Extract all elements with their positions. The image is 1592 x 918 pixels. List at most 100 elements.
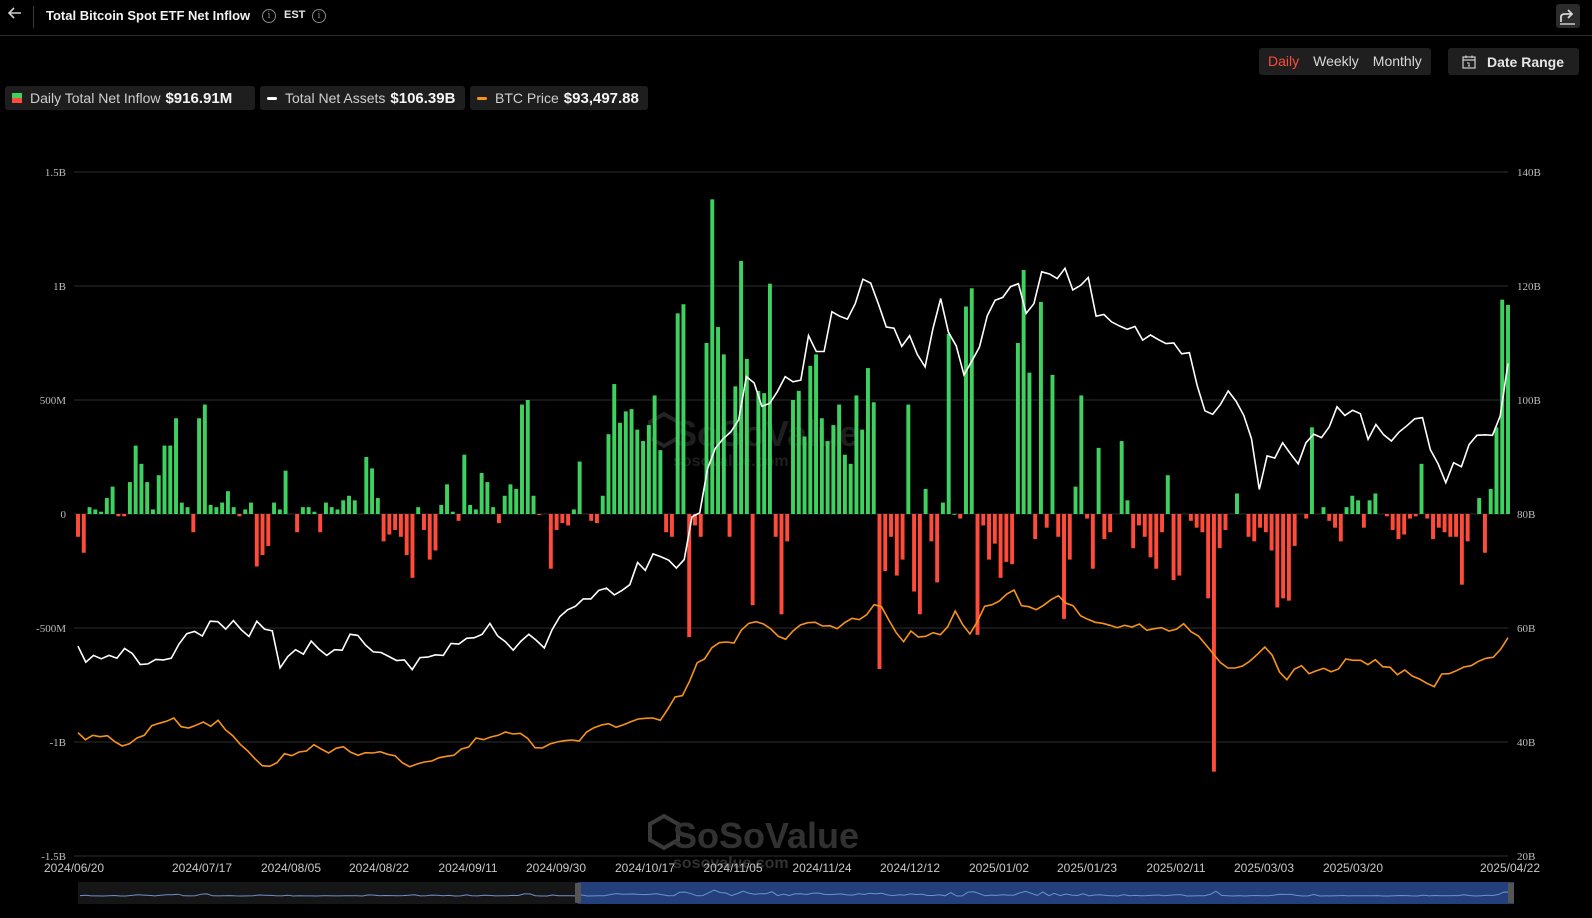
x-tick-label: 2025/04/22 — [1480, 861, 1540, 875]
inflow-bar — [566, 514, 571, 526]
navigator-left-handle — [575, 883, 581, 903]
inflow-bar — [1015, 343, 1020, 514]
btc-price-swatch — [477, 96, 487, 100]
inflow-bar — [623, 411, 628, 514]
inflow-bar — [871, 402, 876, 514]
inflow-bar — [750, 514, 755, 606]
inflow-bar — [502, 495, 507, 514]
inflow-bar — [554, 514, 559, 530]
inflow-bar — [1108, 514, 1113, 533]
inflow-bar — [1292, 514, 1297, 546]
inflow-bar — [433, 514, 438, 551]
arrow-left-icon[interactable] — [4, 4, 26, 26]
legend-net-assets[interactable]: Total Net Assets $106.39B — [260, 86, 465, 110]
inflow-bar — [514, 488, 519, 514]
inflow-bar — [1286, 514, 1291, 601]
y-tick-right: 20B — [1517, 851, 1535, 863]
inflow-bar — [548, 514, 553, 569]
x-tick-label: 2025/01/02 — [969, 861, 1029, 875]
inflow-bar — [151, 509, 155, 514]
inflow-bar — [1154, 514, 1159, 569]
inflow-bar — [1125, 500, 1130, 514]
inflow-bar — [525, 400, 530, 514]
inflow-bar — [698, 514, 703, 537]
watermark-brand: SoSoValue — [673, 815, 859, 856]
legend-value: $93,497.88 — [563, 89, 639, 107]
inflow-bar — [1027, 372, 1032, 514]
inflow-bar — [410, 514, 415, 578]
inflow-bar — [629, 409, 634, 514]
inflow-bar — [231, 507, 236, 514]
inflow-bar — [491, 507, 496, 514]
inflow-bar — [1200, 514, 1205, 533]
legend-net-inflow[interactable]: Daily Total Net Inflow $916.91M — [5, 86, 255, 110]
title-info-icon[interactable]: i — [262, 9, 276, 23]
inflow-bar — [1258, 514, 1263, 528]
inflow-bar — [404, 514, 409, 556]
inflow-bar — [439, 504, 444, 514]
inflow-bar — [1506, 304, 1510, 514]
x-tick-label: 2024/07/17 — [172, 861, 232, 875]
inflow-bar — [1096, 447, 1101, 514]
inflow-bar — [1442, 514, 1447, 533]
inflow-bar — [958, 514, 963, 519]
inflow-bar — [272, 502, 277, 514]
inflow-bar — [1142, 514, 1147, 537]
share-icon — [1560, 9, 1575, 25]
period-weekly-button[interactable]: Weekly — [1313, 53, 1359, 69]
period-monthly-button[interactable]: Monthly — [1372, 53, 1422, 69]
inflow-bar — [1488, 488, 1493, 514]
inflow-bar — [975, 514, 980, 635]
y-tick-right: 60B — [1517, 623, 1535, 635]
inflow-bar — [76, 514, 80, 537]
inflow-bar — [243, 509, 248, 514]
inflow-bar — [796, 390, 801, 514]
timezone-info-icon[interactable]: i — [312, 9, 326, 23]
inflow-bar — [1033, 514, 1038, 540]
inflow-bar — [1482, 514, 1487, 553]
inflow-bar — [964, 306, 968, 514]
inflow-bar — [1194, 514, 1199, 528]
inflow-bar — [675, 313, 680, 514]
legend-btc-price[interactable]: BTC Price $93,497.88 — [470, 86, 648, 110]
legend-label: Daily Total Net Inflow — [30, 90, 161, 106]
inflow-bar — [779, 514, 784, 615]
x-tick-label: 2024/11/24 — [792, 861, 851, 875]
inflow-bar — [364, 457, 369, 514]
x-tick-label: 2024/08/05 — [261, 861, 321, 875]
inflow-bar — [416, 507, 421, 514]
y-tick-right: 80B — [1517, 509, 1535, 521]
inflow-bar — [254, 514, 259, 567]
inflow-bar — [1217, 514, 1222, 549]
inflow-bar — [1373, 493, 1378, 514]
inflow-bar — [456, 514, 461, 521]
share-button[interactable] — [1556, 4, 1580, 28]
inflow-bar — [156, 475, 161, 514]
inflow-bar — [1235, 493, 1239, 514]
y-tick-left: -1.5B — [41, 851, 66, 863]
inflow-bar — [266, 514, 271, 546]
inflow-bar — [87, 507, 92, 514]
y-tick-left: -1B — [50, 737, 67, 749]
inflow-bar — [1459, 514, 1464, 585]
inflow-bar — [277, 509, 282, 514]
inflow-bar — [987, 514, 992, 560]
inflow-bar — [1338, 514, 1343, 542]
y-axis-left: 1.5B 1B 500M 0 -500M -1B -1.5B — [36, 167, 66, 863]
inflow-bar — [981, 514, 986, 526]
inflow-bar — [819, 418, 824, 514]
inflow-bar — [837, 404, 842, 514]
inflow-bar — [606, 434, 611, 514]
watermark-logo — [648, 813, 680, 851]
inflow-bar — [174, 418, 178, 514]
range-navigator[interactable] — [78, 882, 1514, 904]
date-range-button[interactable]: Date Range — [1448, 48, 1579, 75]
period-daily-button[interactable]: Daily — [1268, 53, 1300, 69]
inflow-bar — [93, 509, 98, 514]
inflow-bar — [122, 514, 127, 517]
inflow-bar — [1010, 514, 1015, 565]
inflow-bar — [727, 514, 732, 537]
inflow-bar — [577, 461, 582, 514]
inflow-bar — [1402, 514, 1407, 535]
x-tick-label: 2024/08/22 — [349, 861, 409, 875]
